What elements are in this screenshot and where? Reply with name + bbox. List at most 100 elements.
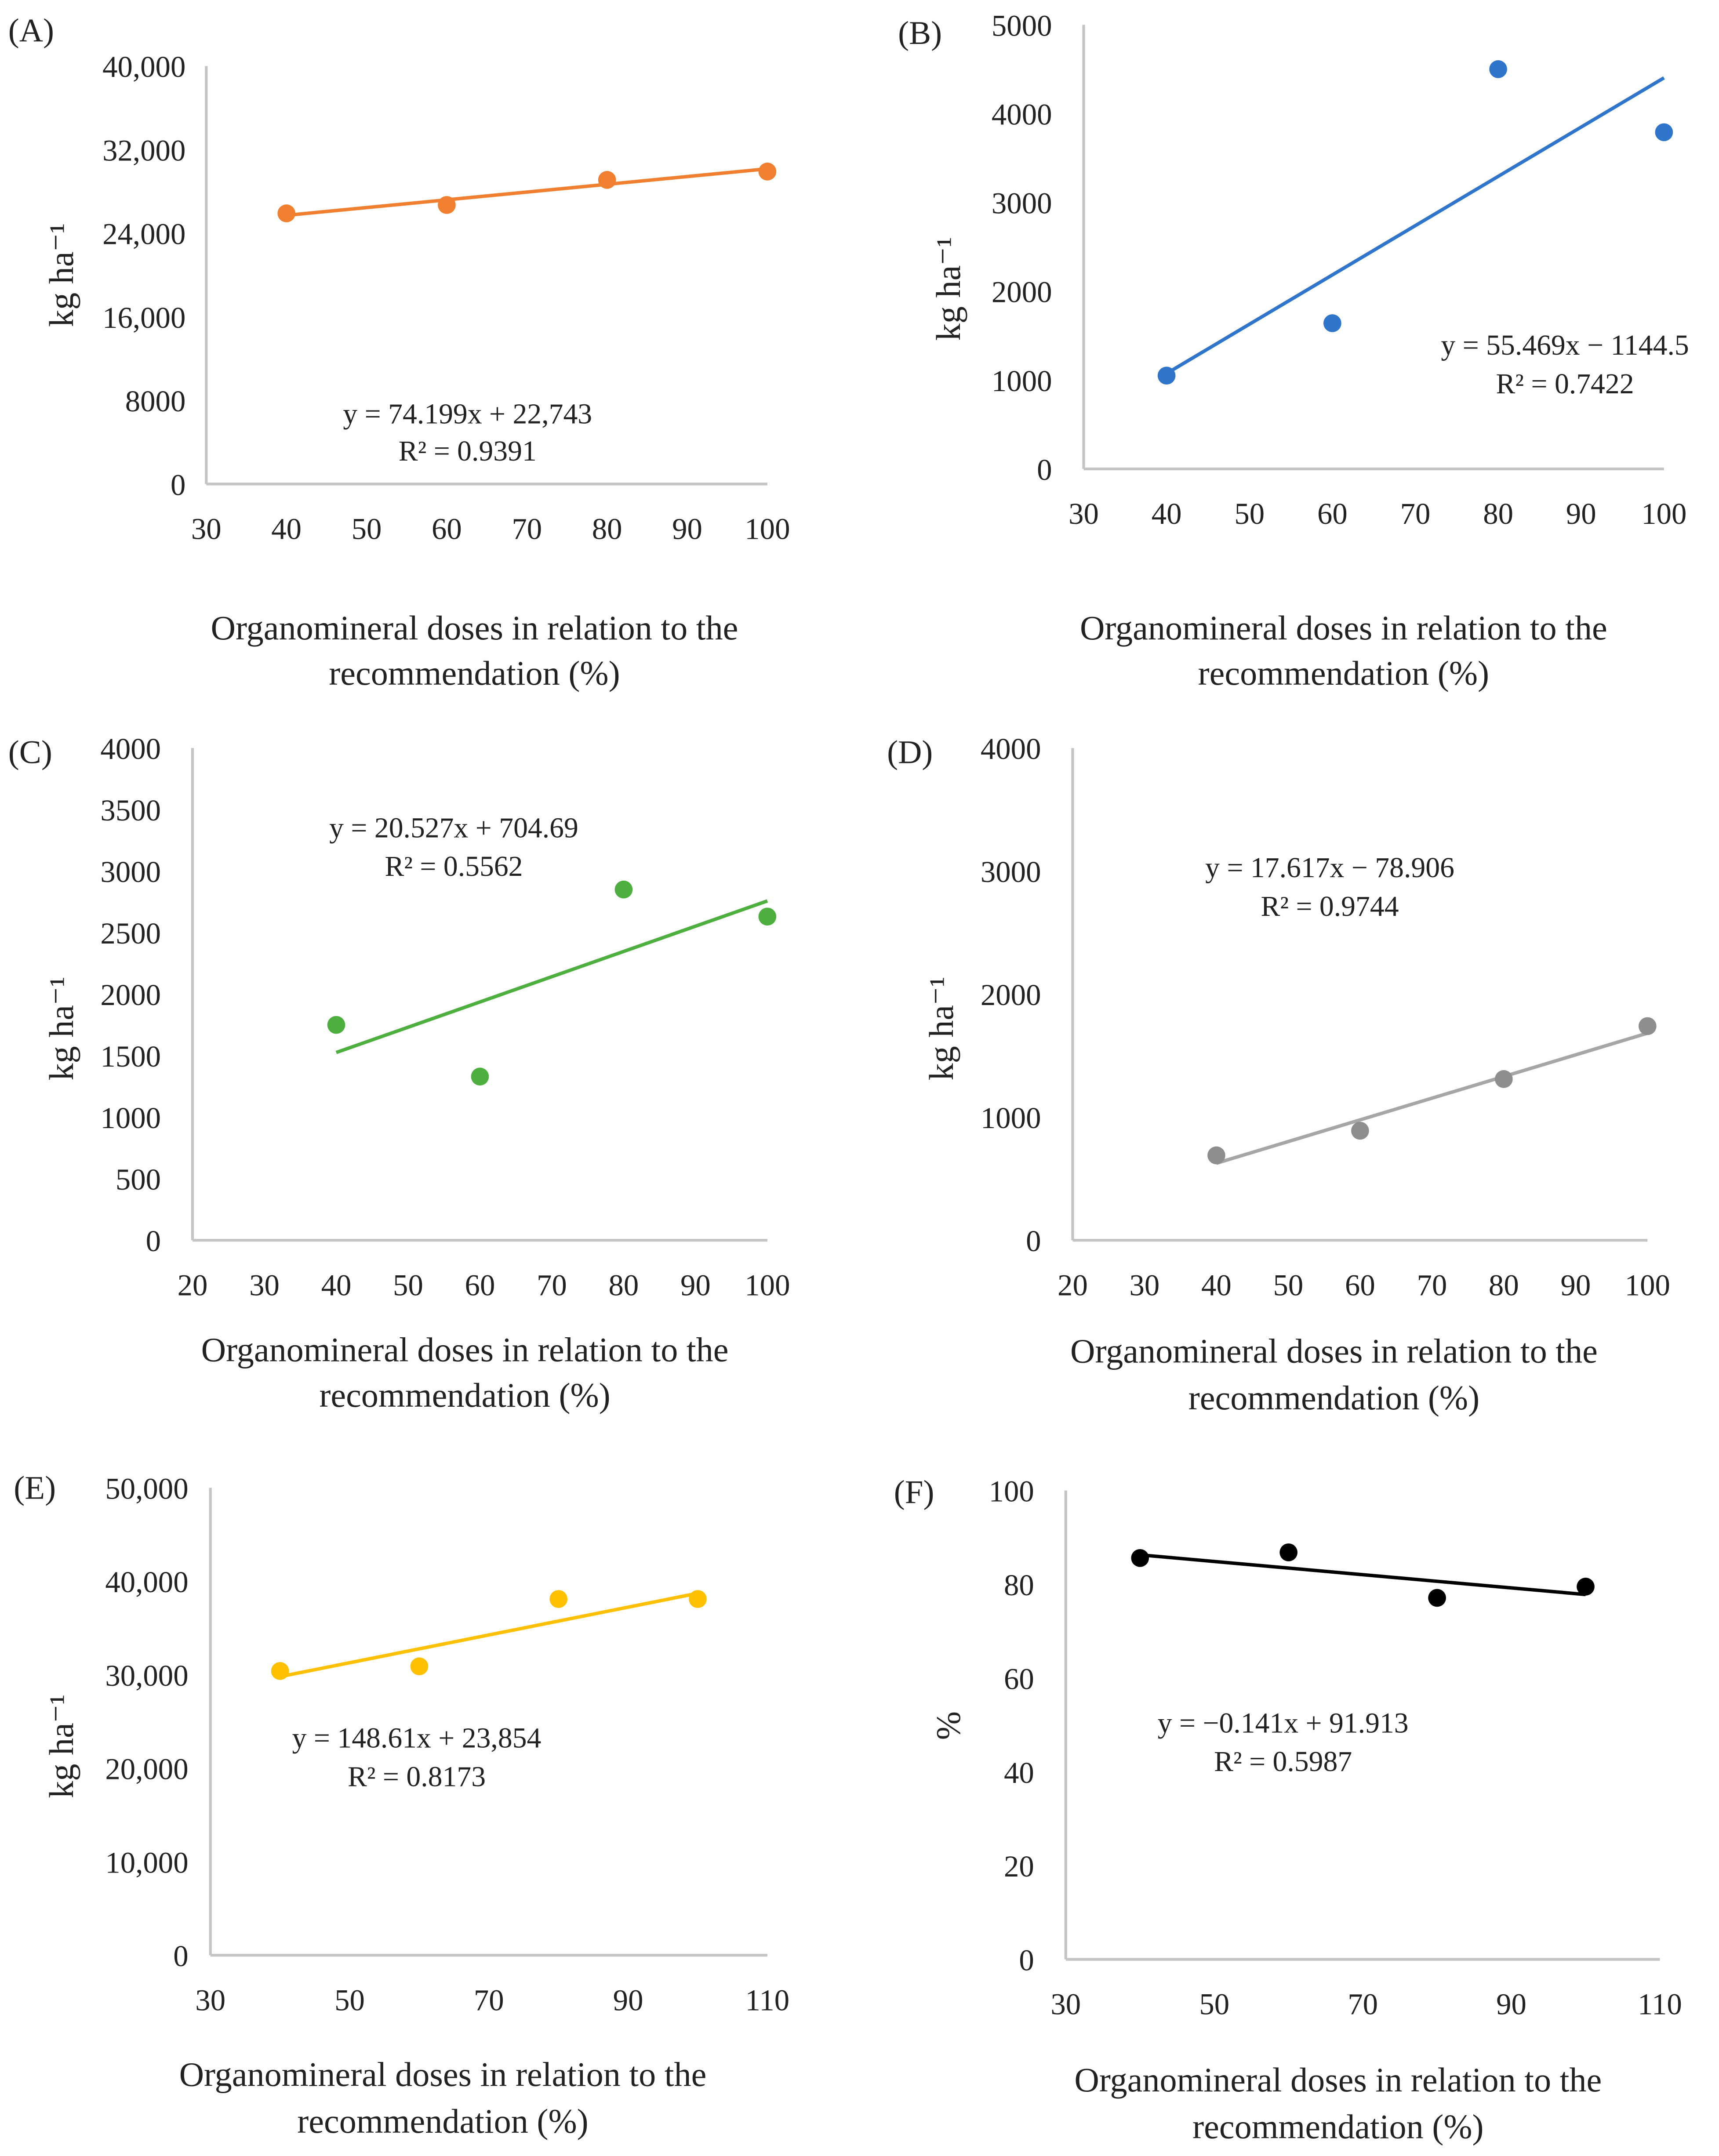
trendline [1140,1553,1586,1597]
x-tick-label: 100 [745,1268,790,1302]
regression-equation: y = 17.617x − 78.906 [1205,852,1454,884]
x-axis-title-line2: recommendation (%) [1188,1379,1479,1417]
y-tick-label: 40,000 [105,1565,188,1599]
y-tick-label: 0 [146,1224,161,1258]
x-axis-title-line1: Organomineral doses in relation to the [211,609,738,647]
x-tick-label: 50 [1199,1988,1229,2021]
y-tick-label: 2000 [992,276,1052,309]
regression-equation: y = −0.141x + 91.913 [1158,1707,1409,1739]
panel-label: (B) [898,15,942,51]
r-squared-label: R² = 0.5562 [385,850,523,882]
x-tick-label: 30 [249,1268,280,1302]
x-tick-label: 60 [1345,1268,1375,1302]
x-tick-label: 70 [474,1983,504,2017]
data-point [614,880,633,899]
x-tick-label: 40 [1152,497,1182,530]
data-point [1428,1589,1446,1607]
y-axis-title: % [929,1711,967,1740]
y-tick-label: 40 [1004,1756,1034,1789]
y-tick-label: 0 [173,1939,188,1973]
data-point [471,1067,489,1086]
y-axis-title: kg ha⁻¹ [929,237,967,341]
y-tick-label: 1500 [100,1040,161,1073]
trendline [335,899,768,1054]
data-point [549,1590,568,1608]
x-tick-label: 40 [321,1268,352,1302]
y-tick-label: 0 [1019,1944,1034,1977]
r-squared-label: R² = 0.8173 [348,1760,486,1793]
x-tick-label: 30 [191,512,222,546]
data-point [598,171,616,189]
x-axis-title-line1: Organomineral doses in relation to the [1070,1332,1598,1370]
data-point [438,196,456,214]
x-tick-label: 50 [1273,1268,1303,1302]
y-tick-label: 1000 [981,1101,1041,1135]
y-tick-label: 32,000 [102,134,185,167]
y-tick-label: 2500 [100,917,161,950]
y-tick-label: 4000 [100,732,161,766]
x-tick-label: 50 [1234,497,1265,530]
regression-equation: y = 148.61x + 23,854 [292,1722,542,1754]
y-tick-label: 30,000 [105,1659,188,1692]
x-axis-title-line2: recommendation (%) [1192,2107,1483,2145]
panel-e: (E) 0 10,000 20,000 30,000 40,000 50,000 30 50 70… [14,1470,789,2140]
x-tick-label: 60 [465,1268,495,1302]
regression-equation: y = 20.527x + 704.69 [329,812,578,844]
panel-c: (C) 0 500 1000 1500 2000 2500 3000 3500 4000 20 30 4… [8,732,790,1414]
x-axis-title-line1: Organomineral doses in relation to the [201,1331,729,1369]
y-tick-label: 80 [1004,1568,1034,1602]
panel-label: (E) [14,1470,56,1506]
x-tick-label: 90 [613,1983,643,2017]
x-tick-label: 50 [352,512,382,546]
data-point [1655,123,1673,142]
x-tick-label: 50 [393,1268,423,1302]
x-tick-label: 100 [1641,497,1686,530]
x-tick-label: 80 [608,1268,639,1302]
y-tick-label: 5000 [992,9,1052,42]
panel-label: (A) [8,12,54,49]
y-tick-label: 3000 [100,855,161,889]
y-axis-title: kg ha⁻¹ [922,976,960,1080]
y-tick-label: 3000 [992,187,1052,220]
data-point [689,1590,707,1608]
r-squared-label: R² = 0.7422 [1496,368,1634,400]
panel-label: (D) [887,734,933,771]
y-tick-label: 4000 [981,732,1041,766]
trendline [1166,76,1665,375]
y-tick-label: 24,000 [102,218,185,251]
panel-label: (C) [8,734,52,771]
y-tick-label: 40,000 [102,50,185,83]
panel-label: (F) [894,1474,934,1510]
y-tick-label: 2000 [100,978,161,1012]
r-squared-label: R² = 0.5987 [1214,1746,1352,1778]
y-tick-label: 100 [989,1475,1034,1508]
x-axis-title-line1: Organomineral doses in relation to the [1074,2061,1602,2099]
y-tick-label: 20,000 [105,1753,188,1786]
x-tick-label: 80 [592,512,622,546]
y-tick-label: 0 [1037,453,1052,486]
data-point [1489,60,1507,78]
y-tick-label: 3000 [981,855,1041,889]
data-point [271,1662,289,1680]
y-tick-label: 60 [1004,1662,1034,1695]
data-point [1351,1122,1369,1140]
x-tick-label: 70 [1400,497,1431,530]
regression-equation: y = 74.199x + 22,743 [343,398,592,430]
y-tick-label: 8000 [125,385,186,418]
x-tick-label: 70 [537,1268,567,1302]
y-tick-label: 1000 [992,364,1052,398]
data-point [1577,1578,1595,1596]
x-tick-label: 110 [745,1983,790,2017]
x-tick-label: 30 [195,1983,225,2017]
x-tick-label: 70 [512,512,542,546]
y-axis-title: kg ha⁻¹ [42,223,80,327]
y-tick-label: 2000 [981,978,1041,1012]
x-tick-label: 110 [1638,1988,1682,2021]
r-squared-label: R² = 0.9744 [1261,890,1399,922]
data-point [277,204,296,222]
x-axis-title-line2: recommendation (%) [319,1376,610,1414]
y-tick-label: 16,000 [102,301,185,334]
x-tick-label: 40 [1201,1268,1232,1302]
x-tick-label: 70 [1348,1988,1378,2021]
